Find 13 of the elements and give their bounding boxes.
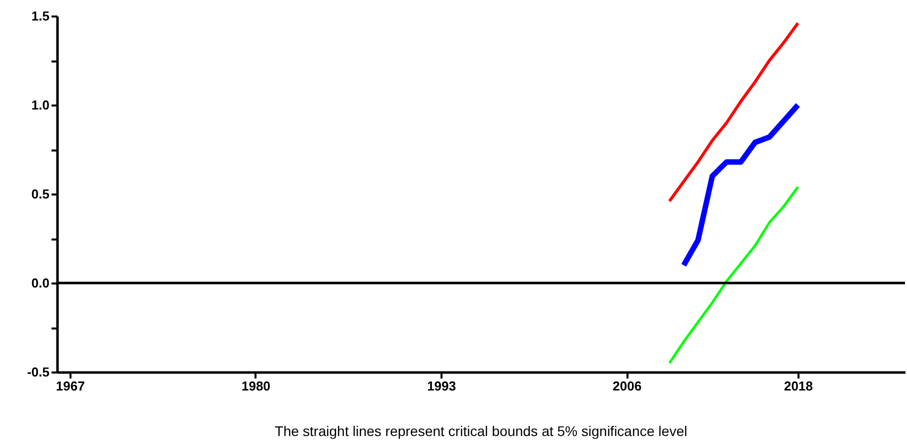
y-tick-label: -0.5 (27, 364, 50, 380)
y-tick-label: 1.5 (31, 8, 50, 24)
x-tick-label: 1967 (56, 378, 85, 394)
y-tick-label: 0.0 (31, 276, 50, 290)
y-tick-label: 1.0 (31, 98, 50, 112)
x-tick-label: 1993 (427, 378, 456, 394)
text: The straight lines represent critical bounds at 5% significance level (274, 423, 688, 439)
line-series (668, 22, 800, 203)
x-tick-label: 1980 (241, 378, 270, 394)
x-tick-label: 2006 (612, 378, 642, 394)
x-tick-label: 2018 (784, 378, 813, 394)
y-tick-label: 0.5 (31, 186, 50, 202)
line-series (668, 186, 800, 364)
